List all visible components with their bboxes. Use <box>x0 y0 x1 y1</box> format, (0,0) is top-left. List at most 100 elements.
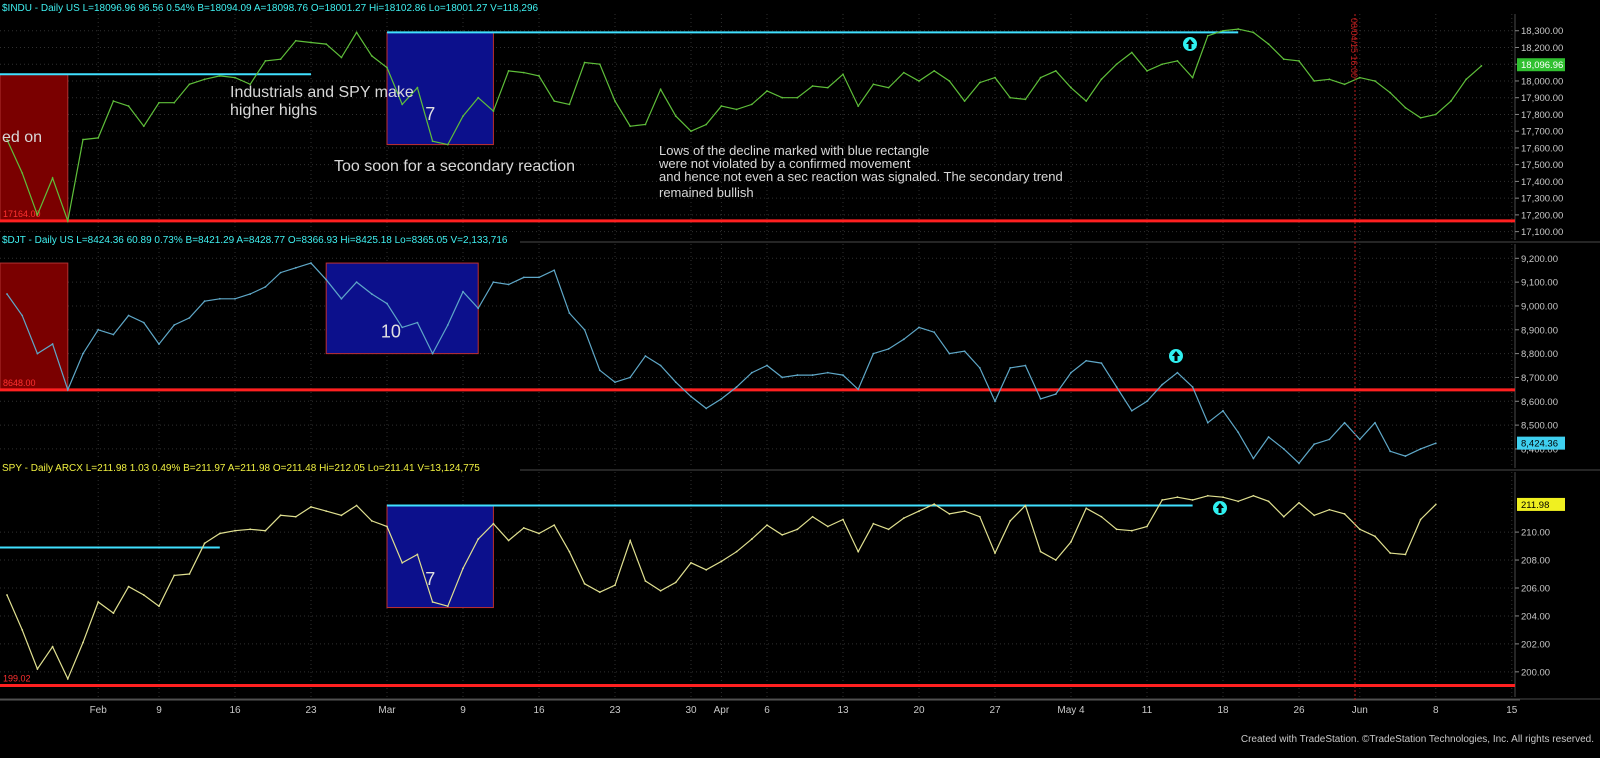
price-point <box>781 533 784 536</box>
price-point <box>857 550 860 553</box>
y-tick-label: 8,600.00 <box>1521 397 1558 408</box>
price-point <box>173 574 176 577</box>
price-point <box>431 601 434 603</box>
price-point <box>477 538 480 540</box>
up-arrow-icon <box>1169 349 1183 363</box>
price-point <box>97 136 100 139</box>
price-point <box>279 58 282 61</box>
price-point <box>720 560 723 563</box>
price-point <box>1191 76 1194 79</box>
price-point <box>522 276 525 279</box>
price-point <box>386 66 388 69</box>
price-point <box>826 371 829 374</box>
price-point <box>1039 397 1042 400</box>
price-point <box>1115 63 1118 66</box>
y-tick-label: 9,000.00 <box>1521 301 1558 312</box>
pane-header-background <box>0 232 520 245</box>
price-point <box>614 584 616 587</box>
price-point <box>6 138 8 141</box>
price-point <box>112 612 115 615</box>
price-point <box>1115 528 1118 531</box>
x-tick-label: 15 <box>1506 705 1518 716</box>
price-point <box>735 550 738 553</box>
price-point <box>1252 494 1255 497</box>
blue-rectangle <box>386 505 494 609</box>
footer-copyright: Created with TradeStation. ©TradeStation… <box>1241 734 1594 745</box>
x-tick-label: 8 <box>1433 705 1439 716</box>
pane-header-background <box>0 0 520 13</box>
y-tick-label: 17,900.00 <box>1521 93 1563 104</box>
price-point <box>462 567 464 570</box>
price-point <box>1100 515 1103 518</box>
price-point <box>1085 100 1088 102</box>
price-point <box>1115 386 1118 388</box>
last-value-badge <box>1517 436 1565 450</box>
price-point <box>1237 28 1240 30</box>
price-point <box>294 266 297 269</box>
price-point <box>401 326 404 329</box>
y-tick-label: 200.00 <box>1521 667 1550 678</box>
price-point <box>1358 528 1361 531</box>
price-point <box>918 326 920 329</box>
price-point <box>1419 116 1422 119</box>
price-point <box>766 524 768 527</box>
price-point <box>218 297 221 300</box>
price-point <box>720 397 723 400</box>
price-point <box>1191 499 1194 501</box>
price-point <box>1328 78 1331 81</box>
price-point <box>1480 64 1483 67</box>
price-point <box>614 100 616 102</box>
price-point <box>112 333 115 336</box>
price-point <box>583 582 586 585</box>
price-point <box>66 388 69 391</box>
price-point <box>629 376 632 379</box>
pane-header: $INDU - Daily US L=18096.96 96.56 0.54% … <box>2 3 539 14</box>
price-point <box>1343 83 1346 86</box>
price-point <box>598 591 601 594</box>
price-point <box>1206 421 1209 424</box>
price-point <box>507 283 510 286</box>
red-rectangle <box>0 73 69 222</box>
price-point <box>538 75 540 77</box>
price-point <box>51 177 54 179</box>
price-point <box>720 105 723 107</box>
price-point <box>492 522 495 525</box>
price-point <box>1222 409 1224 412</box>
price-point <box>690 395 692 398</box>
price-point <box>1313 514 1316 517</box>
y-tick-label: 17,700.00 <box>1521 127 1563 138</box>
price-point <box>948 352 951 355</box>
price-point <box>1161 383 1164 386</box>
price-point <box>310 41 312 44</box>
price-point <box>51 343 54 345</box>
price-point <box>826 86 829 89</box>
up-arrow-icon <box>1213 501 1227 515</box>
vertical-time-marker-label: 06/04/15 16:00 <box>1349 18 1359 78</box>
price-point <box>781 96 784 99</box>
price-point <box>1100 362 1103 365</box>
price-point <box>188 83 191 86</box>
price-point <box>1070 540 1072 543</box>
price-point <box>963 100 966 102</box>
last-value-label: 18,096.96 <box>1521 60 1563 71</box>
price-point <box>1404 106 1407 109</box>
price-point <box>158 605 160 608</box>
price-point <box>1450 100 1452 102</box>
price-point <box>203 300 206 303</box>
price-point <box>21 629 24 631</box>
price-point <box>1389 552 1392 554</box>
panes: 17,100.00 17,200.00 17,300.00 17,400.00 17,5… <box>0 0 1600 700</box>
x-tick-label: 16 <box>533 705 545 716</box>
x-tick-label: 20 <box>913 705 925 716</box>
price-point <box>1419 518 1422 521</box>
price-point <box>1024 364 1027 367</box>
price-point <box>826 525 829 528</box>
y-tick-label: 17,400.00 <box>1521 177 1563 188</box>
price-point <box>446 605 449 608</box>
price-point <box>750 103 753 106</box>
price-point <box>203 78 206 81</box>
y-tick-label: 8,900.00 <box>1521 325 1558 336</box>
support-line-label: 17164.00 <box>3 209 41 219</box>
support-line-label: 8648.00 <box>3 378 36 388</box>
price-point <box>507 70 510 72</box>
